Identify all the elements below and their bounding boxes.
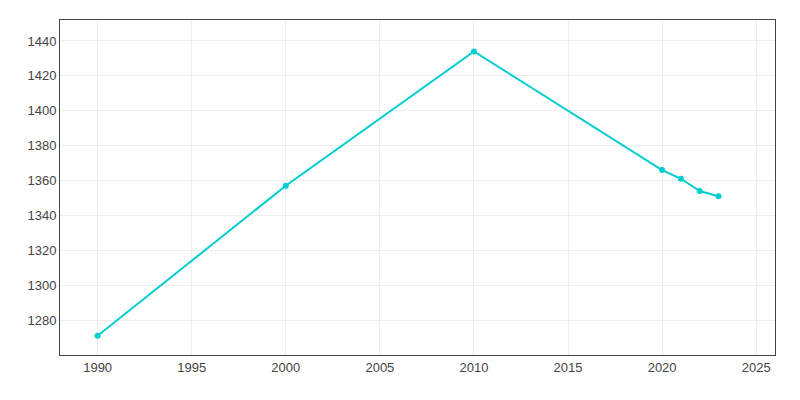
- svg-text:1995: 1995: [177, 360, 206, 375]
- svg-text:2025: 2025: [742, 360, 771, 375]
- svg-text:1400: 1400: [27, 103, 56, 118]
- svg-text:2020: 2020: [648, 360, 677, 375]
- svg-text:2005: 2005: [365, 360, 394, 375]
- svg-text:2015: 2015: [554, 360, 583, 375]
- svg-text:1300: 1300: [27, 278, 56, 293]
- svg-text:1340: 1340: [27, 208, 56, 223]
- svg-text:1280: 1280: [27, 313, 56, 328]
- svg-text:1320: 1320: [27, 243, 56, 258]
- svg-text:2000: 2000: [271, 360, 300, 375]
- svg-text:1420: 1420: [27, 68, 56, 83]
- svg-text:1990: 1990: [83, 360, 112, 375]
- svg-text:1440: 1440: [27, 33, 56, 48]
- svg-text:1380: 1380: [27, 138, 56, 153]
- svg-text:1360: 1360: [27, 173, 56, 188]
- svg-text:2010: 2010: [459, 360, 488, 375]
